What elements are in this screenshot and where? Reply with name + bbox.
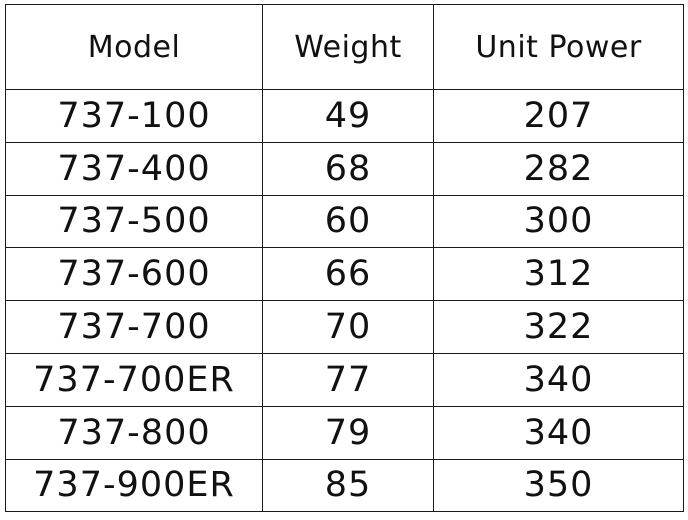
table-row: 737-700 70 322	[5, 300, 684, 354]
table-row: 737-800 79 340	[5, 405, 684, 460]
table-row: 737-100 49 207	[5, 89, 684, 143]
cell-weight: 60	[262, 194, 434, 249]
cell-weight: 49	[262, 89, 434, 143]
header-weight: Weight	[262, 4, 434, 90]
cell-weight: 85	[262, 458, 434, 513]
cell-unit-power: 350	[433, 458, 684, 513]
cell-weight: 66	[262, 247, 434, 302]
cell-model: 737-400	[5, 141, 263, 196]
cell-model: 737-700ER	[5, 352, 263, 407]
cell-unit-power: 207	[433, 89, 684, 143]
cell-weight: 70	[262, 300, 434, 354]
cell-unit-power: 312	[433, 247, 684, 302]
cell-model: 737-900ER	[5, 458, 263, 513]
table-header-row: Model Weight Unit Power	[5, 4, 684, 90]
table-row: 737-400 68 282	[5, 141, 684, 196]
cell-weight: 68	[262, 141, 434, 196]
cell-model: 737-500	[5, 194, 263, 249]
table-row: 737-700ER 77 340	[5, 352, 684, 407]
cell-unit-power: 322	[433, 300, 684, 354]
cell-unit-power: 300	[433, 194, 684, 249]
cell-unit-power: 282	[433, 141, 684, 196]
cell-model: 737-600	[5, 247, 263, 302]
cell-unit-power: 340	[433, 352, 684, 407]
table-row: 737-500 60 300	[5, 194, 684, 249]
header-unit-power: Unit Power	[433, 4, 684, 90]
cell-model: 737-800	[5, 405, 263, 460]
cell-model: 737-100	[5, 89, 263, 143]
header-model: Model	[5, 4, 263, 90]
cell-weight: 79	[262, 405, 434, 460]
cell-unit-power: 340	[433, 405, 684, 460]
cell-model: 737-700	[5, 300, 263, 354]
data-table: Model Weight Unit Power 737-100 49 207 7…	[5, 4, 684, 513]
table-row: 737-900ER 85 350	[5, 458, 684, 513]
table-row: 737-600 66 312	[5, 247, 684, 302]
cell-weight: 77	[262, 352, 434, 407]
